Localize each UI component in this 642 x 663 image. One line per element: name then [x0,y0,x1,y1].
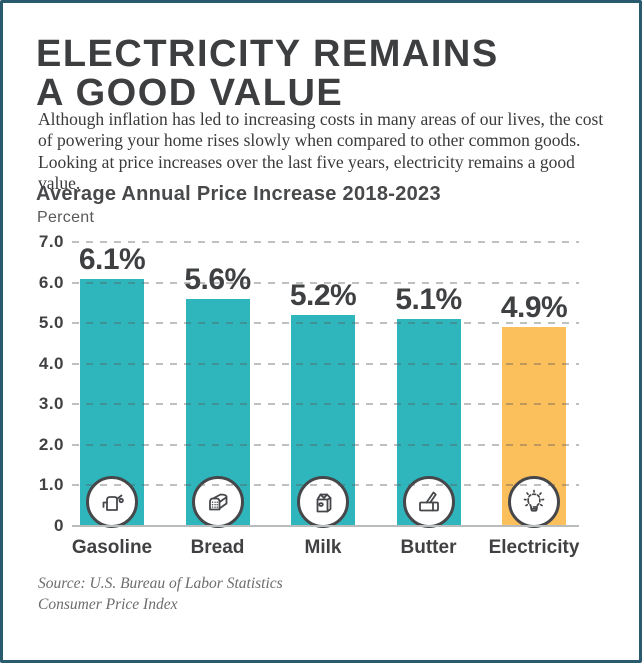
bar-chart-plot: 7.0 6.0 5.0 4.0 3.0 2.0 1.0 0 6.1% [36,232,579,535]
page-title: ELECTRICITY REMAINS A GOOD VALUE [36,35,499,113]
bread-loaf-icon [202,486,234,518]
gridline-dash [72,241,579,243]
gridline-dash [72,484,579,487]
baseline [72,525,579,527]
bar-milk [291,315,355,528]
gasoline-icon-circle [86,476,138,528]
page-title-line1: ELECTRICITY REMAINS [36,33,499,76]
bars-group: 6.1% 5.6% [78,242,568,528]
x-label-bread: Bread [190,537,245,558]
bar-bread [185,298,250,528]
x-label-butter: Butter [400,537,457,558]
bar-column-bread: 5.6% [184,262,251,528]
x-label-gasoline: Gasoline [71,537,153,558]
bar-column-butter: 5.1% [395,283,462,528]
milk-icon-circle [297,476,349,528]
x-label-milk: Milk [304,537,342,558]
bar-value-electricity: 4.9% [500,291,568,325]
gridline-dash [72,281,579,284]
milk-carton-icon [307,486,339,518]
bar-column-electricity: 4.9% [500,291,568,528]
light-bulb-icon [518,486,550,518]
butter-knife-icon [413,486,445,518]
source-note: Source: U.S. Bureau of Labor Statistics C… [38,573,283,615]
bar-electricity [502,327,566,528]
ytick-0: 0 [54,516,64,535]
intro-paragraph: Although inflation has led to increasing… [38,108,604,194]
bar-gasoline [80,278,144,528]
bar-column-milk: 5.2% [289,279,357,528]
bar-value-bread: 5.6% [184,262,251,296]
source-line1: Source: U.S. Bureau of Labor Statistics [38,575,283,592]
page-title-line2: A GOOD VALUE [36,72,344,115]
ytick-3: 3.0 [38,394,64,414]
ytick-6: 6.0 [38,272,64,292]
ytick-2: 2.0 [38,434,64,454]
gridline-dash [72,443,579,446]
butter-icon-circle [402,476,455,528]
bar-value-gasoline: 6.1% [78,242,146,276]
ytick-4: 4.0 [38,353,64,373]
bar-value-milk: 5.2% [289,279,357,313]
bar-column-gasoline: 6.1% [78,242,146,528]
x-label-electricity: Electricity [488,537,580,558]
ytick-5: 5.0 [38,313,64,333]
x-axis-labels: Gasoline Bread Milk Butter Electricity [71,537,580,559]
gridline-dash [72,322,579,325]
bar-butter [396,319,461,528]
ytick-7: 7.0 [38,232,64,251]
fuel-pump-icon [96,486,128,518]
electricity-icon-circle [508,476,560,528]
source-line2: Consumer Price Index [38,596,178,613]
y-axis-unit-label: Percent [37,209,95,226]
chart-title: Average Annual Price Increase 2018-2023 [36,183,441,205]
ytick-1: 1.0 [38,475,64,495]
gridline-dash [72,403,579,406]
bar-value-butter: 5.1% [395,283,462,317]
gridline-dash [72,362,579,365]
